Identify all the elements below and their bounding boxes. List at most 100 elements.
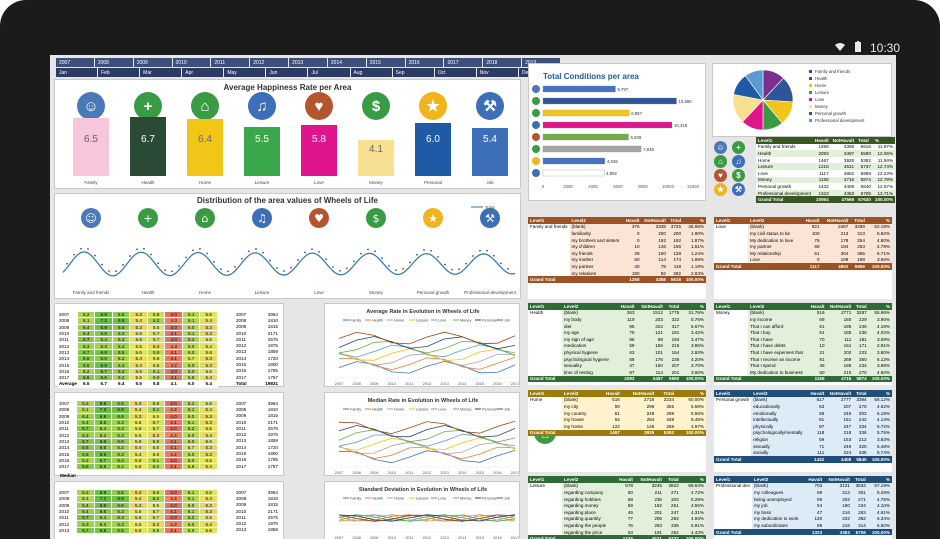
plus-icon bbox=[138, 208, 158, 228]
year-2015[interactable]: 2015 bbox=[366, 58, 405, 67]
year-2012[interactable]: 2012 bbox=[250, 58, 289, 67]
pivot-cell: 246 bbox=[859, 323, 867, 329]
month-jan[interactable]: Jan bbox=[56, 68, 98, 77]
column-header[interactable]: % bbox=[699, 303, 704, 309]
month-jul[interactable]: Jul bbox=[308, 68, 350, 77]
column-header[interactable]: Havaît bbox=[810, 303, 825, 309]
data-marker bbox=[213, 261, 215, 263]
pivot-cell: Grand Total bbox=[530, 376, 556, 382]
column-header[interactable]: Level1 bbox=[530, 390, 545, 396]
music-icon: ♫ bbox=[248, 92, 276, 120]
column-header[interactable]: Level1 bbox=[716, 476, 731, 482]
column-header[interactable]: Havaît bbox=[625, 217, 640, 223]
column-header[interactable]: Level2 bbox=[564, 476, 579, 482]
column-header[interactable]: Total bbox=[855, 476, 866, 482]
pivot-cell: 46 bbox=[627, 509, 633, 515]
column-header[interactable]: Havaît bbox=[619, 476, 633, 482]
year-2008[interactable]: 2008 bbox=[94, 58, 133, 67]
column-header[interactable]: Havaît bbox=[805, 217, 820, 223]
column-header[interactable]: NotHavaît bbox=[641, 303, 663, 309]
month-aug[interactable]: Aug bbox=[350, 68, 392, 77]
heat-row: 2013 6.7 6.8 6.5 5.6 5.9 4.1 6.0 5.6 bbox=[58, 348, 218, 357]
year-total-row: 2014 1720 bbox=[234, 355, 280, 361]
year-2013[interactable]: 2013 bbox=[289, 58, 327, 67]
column-header[interactable]: NotHavaît bbox=[832, 137, 855, 143]
pivot-cell: 48 bbox=[819, 363, 825, 369]
pivot-cell: 100.00% bbox=[871, 456, 890, 462]
column-header[interactable]: Total bbox=[855, 390, 867, 396]
column-header[interactable]: Total bbox=[670, 217, 682, 223]
x-tick: 2008 bbox=[352, 382, 360, 386]
year-label: 2009 bbox=[58, 501, 77, 509]
year-2018[interactable]: 2018 bbox=[483, 58, 522, 67]
column-header[interactable]: NotHavaît bbox=[826, 217, 849, 223]
pivot-spacer bbox=[714, 249, 748, 257]
pivot-cell: My dedication to business bbox=[750, 369, 803, 375]
x-tick: 2014 bbox=[458, 536, 466, 539]
column-header[interactable]: Level2 bbox=[750, 217, 765, 223]
column-header[interactable]: NotHavaît bbox=[640, 476, 662, 482]
column-header[interactable]: Level2 bbox=[571, 217, 586, 223]
heat-cell: 5.3 bbox=[199, 355, 218, 363]
column-header[interactable]: % bbox=[699, 476, 704, 482]
column-header[interactable]: Level2 bbox=[564, 303, 579, 309]
column-header[interactable]: Level2 bbox=[564, 390, 579, 396]
column-header[interactable]: Level1 bbox=[716, 217, 731, 223]
month-sep[interactable]: Sep bbox=[392, 68, 434, 77]
happiness-value: 5.4 bbox=[483, 134, 497, 145]
column-header[interactable]: % bbox=[699, 217, 704, 223]
year-2007[interactable]: 2007 bbox=[56, 58, 94, 67]
column-header[interactable]: Level2 bbox=[753, 476, 769, 482]
column-header[interactable]: NotHavaît bbox=[829, 390, 852, 396]
column-header[interactable]: Level2 bbox=[753, 390, 768, 396]
column-header[interactable]: Level1 bbox=[758, 137, 773, 143]
column-header[interactable]: Havaît bbox=[814, 137, 829, 143]
year-2014[interactable]: 2014 bbox=[327, 58, 366, 67]
year-2011[interactable]: 2011 bbox=[211, 58, 250, 67]
year-2019[interactable]: 2019 bbox=[522, 58, 560, 67]
year-2017[interactable]: 2017 bbox=[444, 58, 483, 67]
column-header[interactable]: Havaît bbox=[810, 390, 825, 396]
column-header[interactable]: % bbox=[885, 303, 890, 309]
column-header[interactable]: Total bbox=[668, 476, 679, 482]
data-marker bbox=[164, 269, 166, 272]
column-header[interactable]: Level1 bbox=[716, 390, 731, 396]
pivot-cell: 320 bbox=[858, 443, 867, 449]
column-header[interactable]: Total bbox=[858, 137, 869, 143]
column-header[interactable]: Havaît bbox=[620, 303, 635, 309]
series-line bbox=[338, 514, 516, 522]
year-2009[interactable]: 2009 bbox=[133, 58, 172, 67]
column-header[interactable]: Total bbox=[854, 217, 865, 223]
column-header[interactable]: NotHavaît bbox=[644, 217, 666, 223]
column-header[interactable]: NotHavaît bbox=[828, 476, 850, 482]
column-header[interactable]: Total bbox=[663, 390, 675, 396]
column-header[interactable]: % bbox=[699, 390, 704, 396]
column-header[interactable]: % bbox=[885, 390, 890, 396]
column-header[interactable]: Level1 bbox=[530, 303, 545, 309]
column-header[interactable]: Total bbox=[856, 303, 867, 309]
column-header[interactable]: Level1 bbox=[530, 476, 545, 482]
column-header[interactable]: Havaît bbox=[606, 390, 620, 396]
month-jun[interactable]: Jun bbox=[266, 68, 308, 77]
column-header[interactable]: Level2 bbox=[750, 303, 765, 309]
column-header[interactable]: % bbox=[885, 217, 890, 223]
column-header[interactable]: Total bbox=[668, 303, 680, 309]
column-header[interactable]: Level1 bbox=[716, 303, 731, 309]
pivot-row: physical hygiene 63 101 164 2.93% bbox=[528, 349, 706, 356]
year-2016[interactable]: 2016 bbox=[405, 58, 444, 67]
month-may[interactable]: May bbox=[224, 68, 266, 77]
column-header[interactable]: NotHavaît bbox=[632, 390, 655, 396]
column-header[interactable]: % bbox=[874, 137, 879, 143]
column-header[interactable]: Havaît bbox=[808, 476, 823, 482]
year-2010[interactable]: 2010 bbox=[172, 58, 211, 67]
column-header[interactable]: NotHavaît bbox=[829, 303, 852, 309]
month-oct[interactable]: Oct bbox=[434, 68, 476, 77]
column-header[interactable]: Level1 bbox=[530, 217, 545, 223]
timeline-slicer[interactable]: 2007 2008 2009 2010 2011 2012 2013 2014 2015 2016… bbox=[56, 58, 560, 78]
month-mar[interactable]: Mar bbox=[140, 68, 182, 77]
pivot-cell: (blank) bbox=[753, 483, 769, 489]
month-feb[interactable]: Feb bbox=[98, 68, 140, 77]
column-header[interactable]: % bbox=[885, 476, 890, 482]
month-nov[interactable]: Nov bbox=[476, 68, 518, 77]
month-apr[interactable]: Apr bbox=[182, 68, 224, 77]
